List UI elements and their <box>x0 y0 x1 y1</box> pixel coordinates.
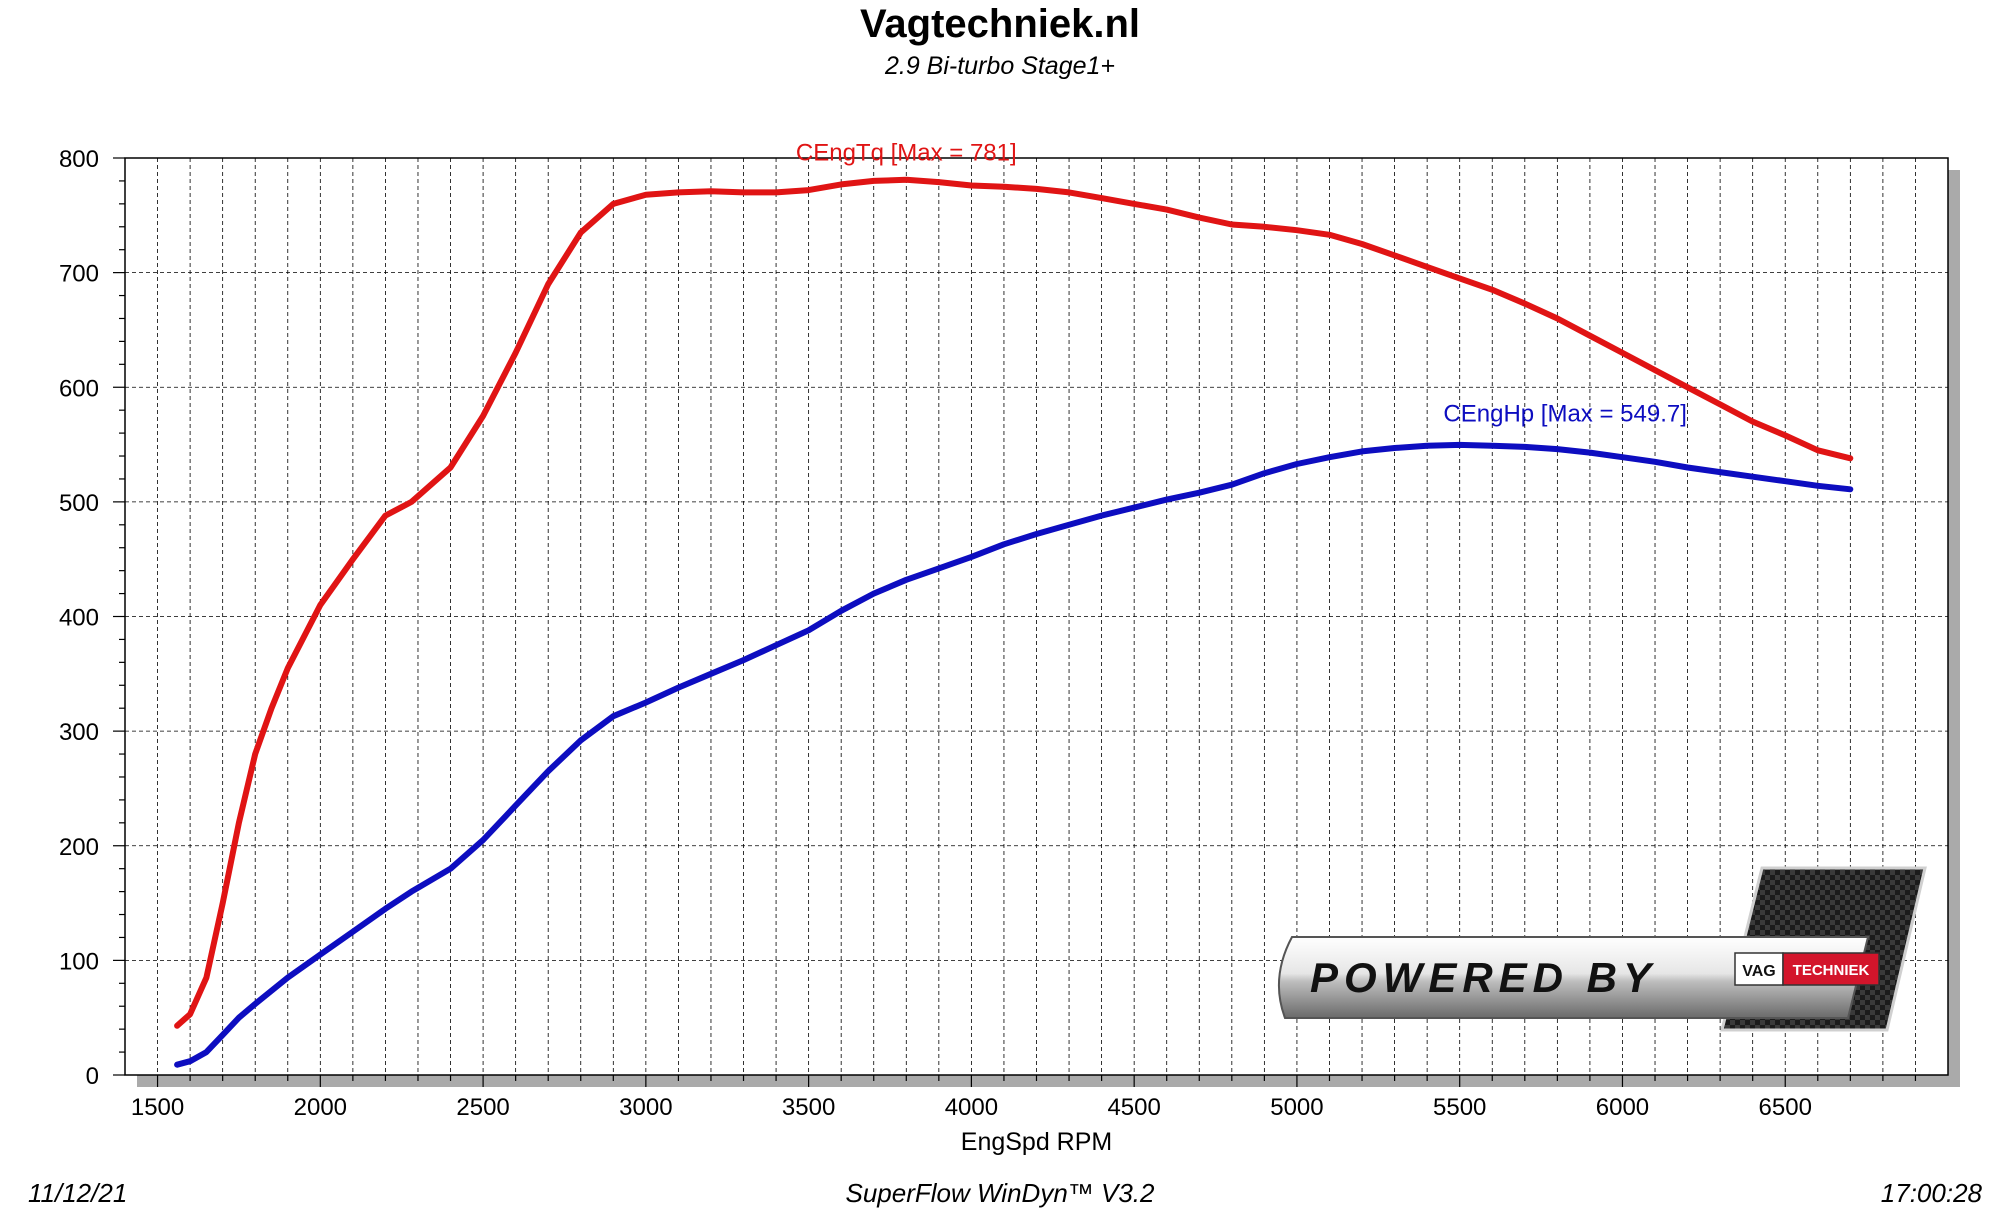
series-line-torque <box>174 176 1854 1029</box>
series: CEngTq [Max = 781] CEngHp [Max = 549.7] <box>174 139 1854 1068</box>
series-label-power: CEngHp [Max = 549.7] <box>1443 401 1686 428</box>
x-axis-label: EngSpd RPM <box>961 1128 1112 1156</box>
series-line-power <box>174 441 1854 1068</box>
y-tick-label: 100 <box>59 948 99 975</box>
series-label-torque: CEngTq [Max = 781] <box>796 139 1017 166</box>
logo-badge-right <box>1782 952 1880 986</box>
x-tick-label: 3500 <box>782 1094 835 1121</box>
footer-time: 17:00:28 <box>1880 1178 1982 1208</box>
x-tick-label: 3000 <box>619 1094 672 1121</box>
footer-software: SuperFlow WinDyn™ V3.2 <box>845 1178 1155 1208</box>
y-tick-label: 800 <box>59 146 99 173</box>
logo-badge-right-text: TECHNIEK <box>1793 962 1870 979</box>
x-tick-label: 5000 <box>1270 1094 1323 1121</box>
x-tick-label: 5500 <box>1433 1094 1486 1121</box>
powered-by-logo: POWERED BY VAG TECHNIEK <box>1277 866 1927 1032</box>
y-tick-label: 400 <box>59 605 99 632</box>
powered-by-text: POWERED BY <box>1310 954 1657 1001</box>
x-tick-label: 2500 <box>456 1094 509 1121</box>
x-tick-label: 6000 <box>1596 1094 1649 1121</box>
y-tick-label: 200 <box>59 834 99 861</box>
x-tick-label: 4500 <box>1107 1094 1160 1121</box>
y-tick-label: 600 <box>59 375 99 402</box>
chart-subtitle: 2.9 Bi-turbo Stage1+ <box>884 52 1116 80</box>
y-tick-label: 0 <box>86 1063 99 1090</box>
grid <box>125 157 1948 1075</box>
chart-title: Vagtechniek.nl <box>859 2 1141 46</box>
y-tick-label: 500 <box>59 490 99 517</box>
y-tick-label: 300 <box>59 719 99 746</box>
axes: 0 100 200 300 400 500 600 700 800 1500 2000 2500 300… <box>59 146 1917 1156</box>
logo-badge-left-text: VAG <box>1742 963 1775 980</box>
x-tick-label: 1500 <box>131 1094 184 1121</box>
x-tick-label: 6500 <box>1759 1094 1812 1121</box>
logo-bar <box>1277 936 1870 1019</box>
y-tick-label: 700 <box>59 261 99 288</box>
x-tick-label: 4000 <box>945 1094 998 1121</box>
x-tick-label: 2000 <box>294 1094 347 1121</box>
logo-badge-left <box>1734 952 1784 986</box>
